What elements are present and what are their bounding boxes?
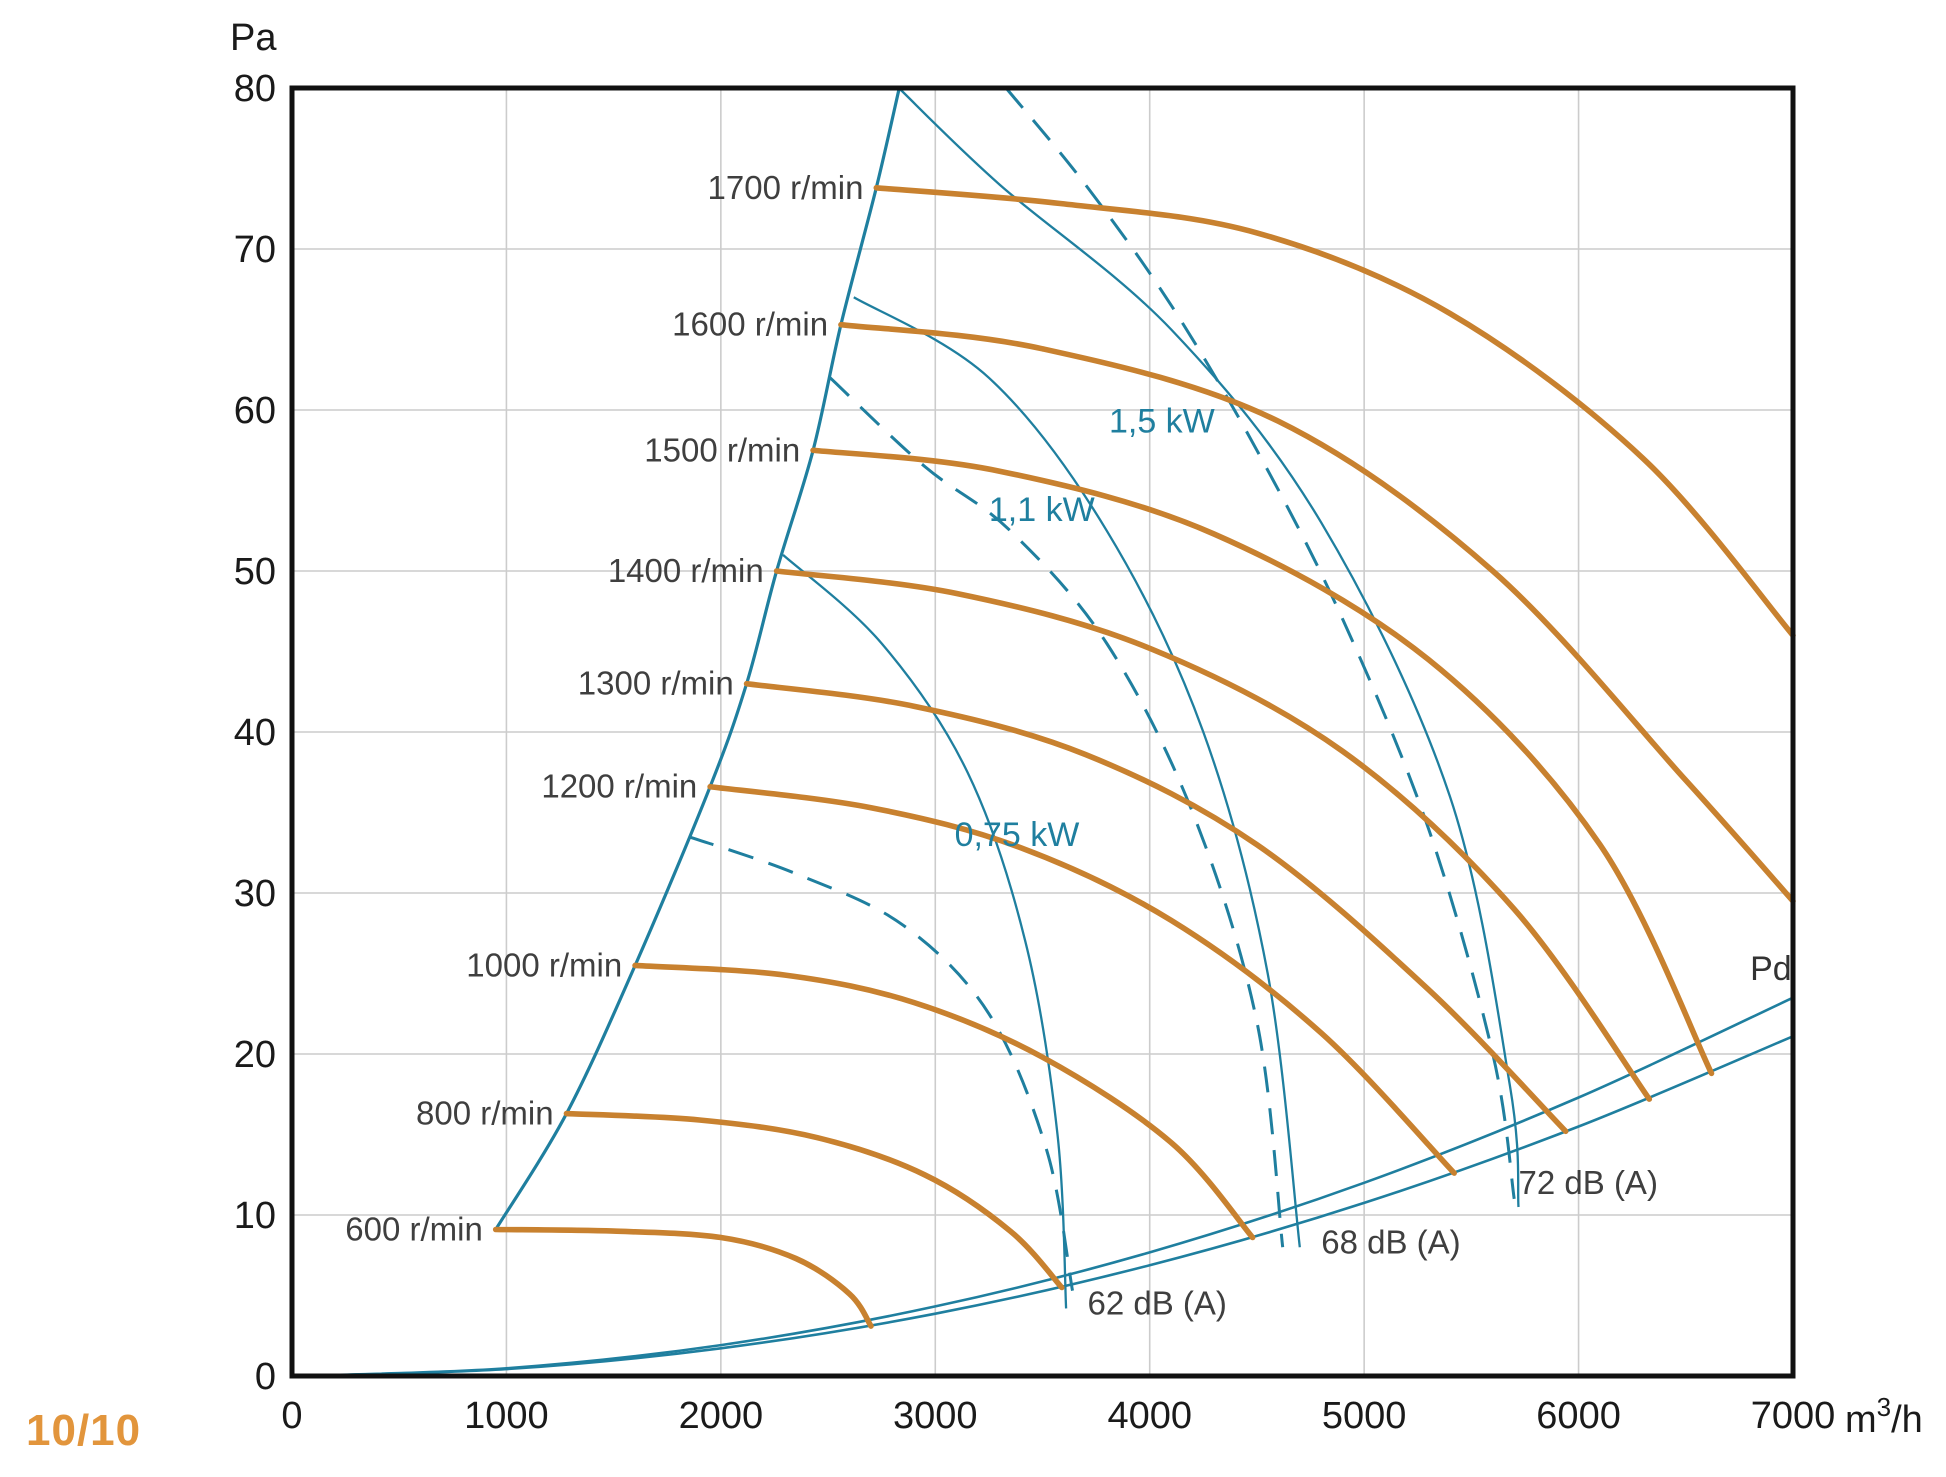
chart-label: 1700 r/min [708,169,864,206]
chart-label: 2000 [679,1395,764,1437]
chart-label: 0,75 kW [955,816,1080,854]
chart-label: 1400 r/min [608,552,764,589]
fan-curve [743,680,1569,1135]
chart-label: 60 [234,390,276,432]
chart-label: 0 [281,1395,302,1437]
surge-line [494,87,901,1231]
chart-label: Pd [1750,950,1792,988]
chart-label: 80 [234,68,276,110]
chart-label: Pa [230,17,277,59]
fan-curve [773,568,1653,1102]
chart-label: 30 [234,873,276,915]
chart-label: 3000 [893,1395,978,1437]
chart-label: 800 r/min [416,1095,554,1132]
chart-label: 70 [234,229,276,271]
chart-label: 0 [255,1356,276,1398]
fan-curve [838,321,1796,904]
fan-curve [873,185,1796,639]
noise-curves [782,87,1520,1309]
fan-curves [492,185,1796,1329]
fan-curve [632,962,1256,1241]
chart-label: 4000 [1107,1395,1192,1437]
chart-label: 50 [234,551,276,593]
curve-labels: 600 r/min 800 r/min 1000 r/min 1200 r/min 13… [345,169,1791,1322]
page-reference: 10/10 [26,1406,142,1455]
chart-label: 1,5 kW [1109,402,1215,440]
fan-curve [492,1226,874,1329]
fan-curve [707,783,1457,1176]
chart-label: 10 [234,1195,276,1237]
grid-lines [292,88,1793,1376]
chart-label: 72 dB (A) [1519,1164,1658,1201]
chart-label: 1,1 kW [989,491,1095,529]
axis-titles: Pa m3/h [230,17,1923,1441]
chart-label: 1600 r/min [672,306,828,343]
chart-label: 1500 r/min [644,431,800,468]
chart-label: 40 [234,712,276,754]
x-axis-title: m3/h [1845,1392,1923,1441]
chart-label: 1000 r/min [466,946,622,983]
chart-label: 5000 [1322,1395,1407,1437]
chart-label: 6000 [1536,1395,1621,1437]
fan-curve [563,1110,1065,1291]
chart-label: 600 r/min [345,1210,483,1247]
axis-tick-labels: 0 10 20 30 40 50 60 70 80 0 1000 2000 3000 4000 5000 60… [234,68,1836,1437]
power-curves [688,87,1516,1291]
chart-label: 1200 r/min [541,768,697,805]
chart-label: 7000 [1751,1395,1836,1437]
chart-label: 20 [234,1034,276,1076]
chart-label: 68 dB (A) [1321,1223,1460,1260]
axis-frame [289,85,1796,1379]
fan-curve [810,447,1715,1077]
chart-label: 62 dB (A) [1088,1285,1227,1322]
chart-label: 1000 [464,1395,549,1437]
chart-label: 1300 r/min [578,665,734,702]
